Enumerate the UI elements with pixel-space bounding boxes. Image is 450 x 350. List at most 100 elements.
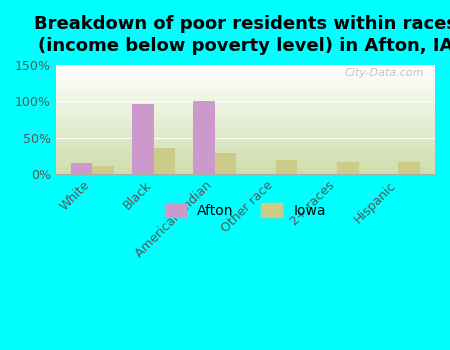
Bar bbox=[56, 131, 435, 133]
Bar bbox=[56, 87, 435, 88]
Bar bbox=[56, 161, 435, 162]
Bar bbox=[56, 128, 435, 129]
Bar bbox=[56, 163, 435, 164]
Bar bbox=[56, 155, 435, 156]
Bar bbox=[56, 144, 435, 145]
Bar bbox=[56, 126, 435, 127]
Bar bbox=[56, 151, 435, 152]
Bar bbox=[56, 138, 435, 139]
Bar bbox=[56, 137, 435, 138]
Bar bbox=[56, 120, 435, 121]
Bar bbox=[56, 69, 435, 70]
Text: City-Data.com: City-Data.com bbox=[344, 68, 423, 78]
Bar bbox=[56, 91, 435, 92]
Bar bbox=[56, 67, 435, 68]
Bar bbox=[56, 73, 435, 74]
Bar bbox=[56, 146, 435, 147]
Bar bbox=[56, 107, 435, 108]
Bar bbox=[56, 113, 435, 114]
Bar bbox=[56, 105, 435, 106]
Bar bbox=[56, 99, 435, 100]
Bar bbox=[56, 133, 435, 134]
Bar bbox=[56, 129, 435, 130]
Bar bbox=[56, 139, 435, 140]
Bar bbox=[56, 75, 435, 76]
Bar bbox=[56, 159, 435, 160]
Bar bbox=[56, 153, 435, 154]
Bar bbox=[215, 153, 236, 174]
Bar bbox=[56, 90, 435, 91]
Bar bbox=[56, 112, 435, 113]
Bar bbox=[56, 97, 435, 98]
Bar bbox=[56, 72, 435, 73]
Bar bbox=[71, 163, 92, 174]
Bar bbox=[132, 104, 153, 174]
Bar bbox=[56, 77, 435, 78]
Bar bbox=[56, 140, 435, 141]
Bar bbox=[56, 68, 435, 69]
Bar bbox=[56, 85, 435, 86]
Bar bbox=[56, 124, 435, 125]
Bar bbox=[56, 170, 435, 172]
Bar bbox=[56, 167, 435, 168]
Bar bbox=[56, 135, 435, 136]
Bar bbox=[56, 94, 435, 96]
Bar bbox=[398, 162, 420, 174]
Bar bbox=[276, 160, 297, 174]
Bar bbox=[56, 84, 435, 85]
Bar bbox=[56, 66, 435, 67]
Bar bbox=[56, 96, 435, 97]
Bar bbox=[56, 117, 435, 118]
Bar bbox=[56, 165, 435, 166]
Bar bbox=[56, 102, 435, 103]
Bar bbox=[56, 86, 435, 87]
Bar bbox=[56, 119, 435, 120]
Title: Breakdown of poor residents within races
(income below poverty level) in Afton, : Breakdown of poor residents within races… bbox=[34, 15, 450, 55]
Bar bbox=[56, 108, 435, 110]
Bar bbox=[194, 102, 215, 174]
Bar bbox=[56, 136, 435, 137]
Bar bbox=[56, 125, 435, 126]
Bar bbox=[56, 164, 435, 165]
Bar bbox=[56, 154, 435, 155]
Bar bbox=[56, 103, 435, 104]
Bar bbox=[56, 65, 435, 66]
Bar bbox=[56, 156, 435, 158]
Bar bbox=[56, 158, 435, 159]
Bar bbox=[56, 141, 435, 142]
Bar bbox=[337, 162, 359, 174]
Bar bbox=[56, 98, 435, 99]
Bar bbox=[56, 116, 435, 117]
Bar bbox=[56, 162, 435, 163]
Bar bbox=[56, 147, 435, 148]
Bar bbox=[56, 76, 435, 77]
Bar bbox=[56, 123, 435, 124]
Bar bbox=[56, 127, 435, 128]
Bar bbox=[56, 145, 435, 146]
Bar bbox=[56, 106, 435, 107]
Bar bbox=[56, 70, 435, 72]
Bar bbox=[56, 88, 435, 89]
Bar bbox=[56, 111, 435, 112]
Bar bbox=[56, 118, 435, 119]
Bar bbox=[56, 114, 435, 115]
Bar bbox=[56, 100, 435, 101]
Bar bbox=[56, 168, 435, 169]
Bar bbox=[56, 115, 435, 116]
Bar bbox=[56, 82, 435, 83]
Bar bbox=[56, 142, 435, 144]
Bar bbox=[56, 93, 435, 94]
Bar bbox=[56, 89, 435, 90]
Bar bbox=[56, 110, 435, 111]
Bar bbox=[56, 169, 435, 170]
Bar bbox=[56, 173, 435, 174]
Bar bbox=[56, 149, 435, 150]
Bar bbox=[153, 148, 175, 174]
Bar bbox=[56, 152, 435, 153]
Bar bbox=[56, 121, 435, 123]
Bar bbox=[56, 92, 435, 93]
Bar bbox=[56, 78, 435, 79]
Bar bbox=[56, 104, 435, 105]
Bar bbox=[56, 83, 435, 84]
Bar bbox=[56, 130, 435, 131]
